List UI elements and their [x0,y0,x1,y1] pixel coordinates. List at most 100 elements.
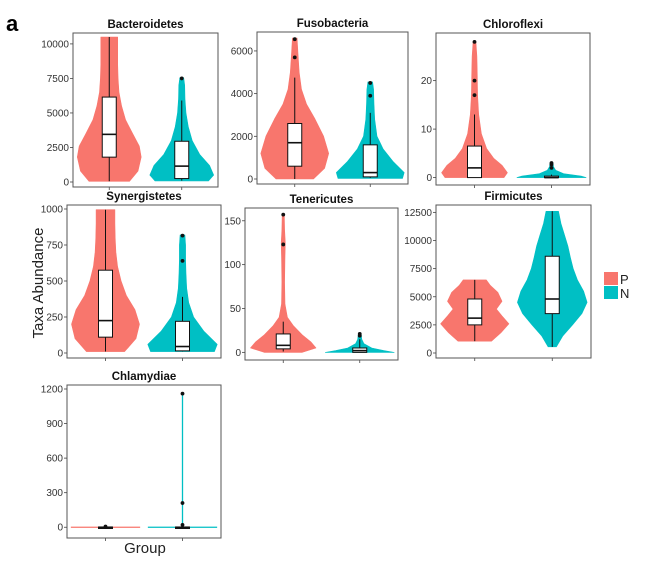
x-axis-label: Group [124,540,166,557]
group-p [250,212,317,353]
box [98,269,113,338]
group-n [147,233,218,352]
group-p [441,39,508,179]
y-tick-label: 2500 [410,320,433,331]
y-tick-label: 7500 [47,74,70,85]
legend-label-n: N [620,286,629,301]
outlier-point [549,161,554,165]
y-tick-label: 1200 [41,385,64,396]
outlier-point [292,37,297,42]
group-n [147,391,218,530]
panel-title: Chloroflexi [483,19,543,31]
y-tick-label: 600 [46,454,63,465]
y-tick-label: 12500 [404,208,432,219]
group-p [70,524,141,530]
panel-title: Tenericutes [290,194,354,206]
y-tick-label: 300 [46,488,63,499]
y-axis-label: Taxa Abundance [30,228,47,339]
box [467,298,483,326]
box [175,320,190,352]
group-n [517,211,588,348]
panel-firmicutes: Firmicutes 0 2500 5000 7500 10000 12500 [404,191,592,361]
panel-chloroflexi: Chloroflexi 0 10 20 [421,19,591,188]
group-n [516,161,587,179]
group-n [149,76,214,182]
outlier-point [472,93,477,98]
outlier-point [180,523,185,527]
panel-frame [435,204,592,359]
panel-tenericutes: Tenericutes 0 50 100 150 [224,194,399,363]
outlier-point [472,39,477,44]
y-tick-label: 6000 [231,46,254,57]
y-tick-label: 250 [46,313,63,324]
panel-bacteroidetes: Bacteroidetes 0 2500 5000 7500 10000 [41,19,219,190]
outlier-point [292,55,297,60]
panel-frame [244,207,399,361]
group-p [71,209,140,352]
box [287,123,303,167]
panel-frame [435,32,591,186]
y-tick-label: 0 [426,349,432,360]
y-tick-label: 10 [421,125,433,136]
panel-title: Fusobacteria [297,18,369,30]
outlier-point [180,391,185,396]
outlier-point [180,501,185,505]
group-n [324,332,395,353]
y-tick-label: 0 [57,523,63,534]
outlier-point [357,332,362,336]
panel-synergistetes: Synergistetes 0 250 500 750 1000 [41,191,222,361]
y-tick-label: 5000 [410,292,433,303]
box [174,140,190,180]
legend-key-n [604,286,618,299]
panel-frame [72,32,219,188]
group-p [77,36,142,182]
y-tick-label: 10000 [404,236,432,247]
outlier-point [549,165,554,170]
panel-label: a [6,11,19,36]
legend-label-p: P [620,272,629,287]
legend: P N [604,272,629,301]
panel-fusobacteria: Fusobacteria 0 2000 4000 6000 [231,18,409,187]
y-tick-label: 50 [230,304,242,315]
box [467,145,482,179]
y-tick-label: 10000 [41,39,69,50]
panel-title: Chlamydiae [112,371,177,383]
panel-frame [66,384,222,539]
box [362,144,378,178]
outlier-point [180,233,185,238]
panel-chlamydiae: Chlamydiae 0 300 600 900 1200 [41,371,222,541]
outlier-point [179,76,184,81]
box [544,255,560,315]
y-tick-label: 150 [224,216,241,227]
panel-title: Firmicutes [484,191,542,203]
y-tick-label: 1000 [41,205,64,216]
y-tick-label: 2500 [47,143,70,154]
outlier-point [472,78,477,83]
group-p [440,279,510,342]
y-tick-label: 5000 [47,108,70,119]
y-tick-label: 0 [63,178,69,189]
outlier-point [180,258,185,263]
y-tick-label: 750 [46,241,63,252]
outlier-point [281,212,286,217]
y-tick-label: 7500 [410,264,433,275]
group-p [260,37,330,180]
panel-frame [66,204,222,359]
y-tick-label: 0 [426,173,432,184]
y-tick-label: 0 [57,349,63,360]
y-tick-label: 500 [46,277,63,288]
y-tick-label: 0 [235,348,241,359]
y-tick-label: 0 [247,175,253,186]
outlier-point [281,242,286,247]
outlier-point [368,93,373,98]
violin [147,234,218,352]
box [101,96,117,158]
y-tick-label: 2000 [231,132,254,143]
y-tick-label: 100 [224,260,241,271]
panel-title: Bacteroidetes [107,19,183,31]
panel-frame [256,31,409,185]
outlier-point [368,81,373,85]
legend-key-p [604,272,618,285]
box [275,333,291,350]
